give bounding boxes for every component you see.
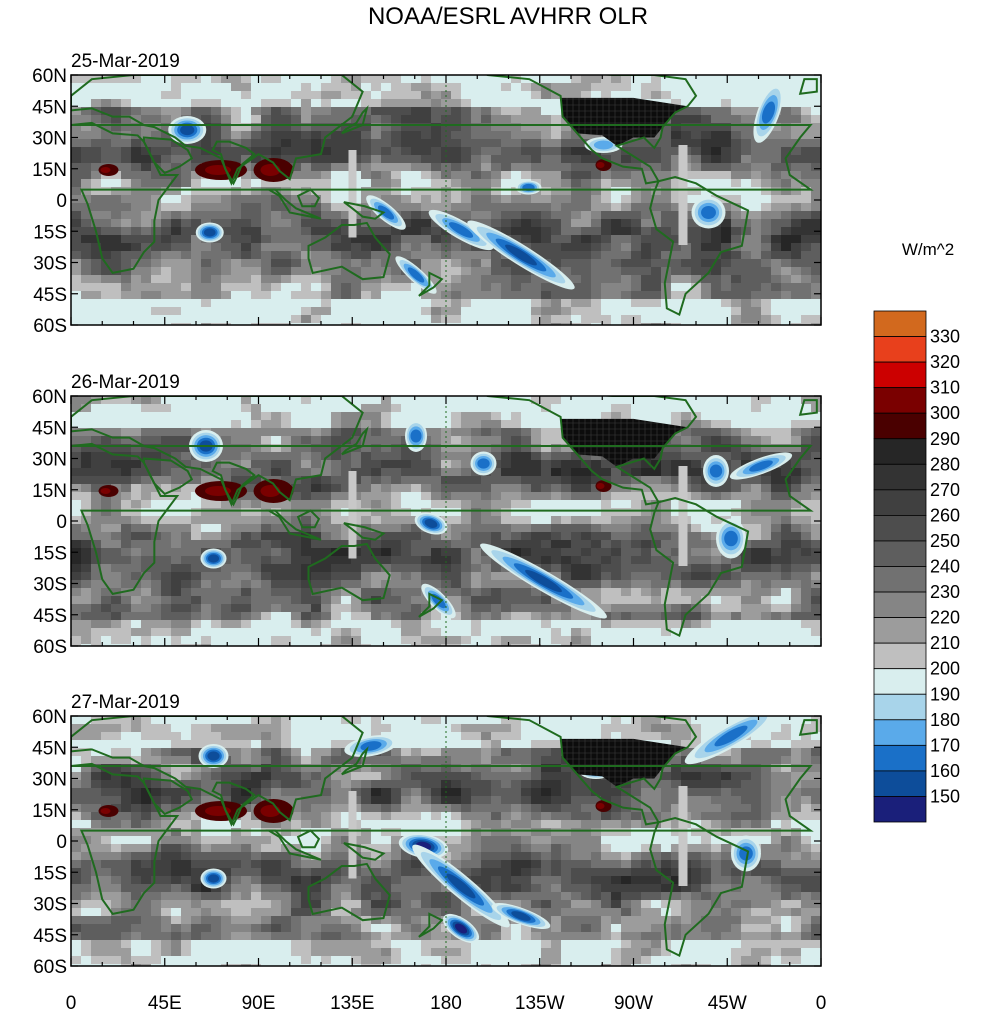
colorbar-level-label: 220 [930, 608, 960, 628]
lat-tick-label: 15N [32, 801, 67, 822]
lat-tick-label: 60N [32, 387, 67, 408]
colorbar-level-label: 310 [930, 378, 960, 398]
colorbar-level-label: 260 [930, 505, 960, 525]
lat-tick-label: 30S [33, 575, 67, 596]
colorbar-level-label: 150 [930, 786, 960, 806]
lat-tick-label: 45S [33, 285, 67, 306]
lat-tick-label: 15N [32, 481, 67, 502]
colorbar-level-label: 170 [930, 735, 960, 755]
lon-tick-label: 135W [515, 993, 565, 1013]
coastlines [71, 396, 818, 646]
colorbar-swatch [873, 387, 927, 414]
colorbar: 330 320 310 300 290 280 270 260 250 240 230 220 210 2… [873, 310, 960, 823]
lat-tick-label: 60N [32, 66, 67, 87]
lon-tick-label: 0 [816, 993, 827, 1013]
colorbar-swatch [873, 412, 927, 440]
colorbar-level-label: 270 [930, 480, 960, 500]
colorbar-swatch [873, 668, 927, 695]
colorbar-level-label: 320 [930, 352, 960, 372]
lon-tick-label: 90E [242, 993, 276, 1013]
lat-tick-label: 15S [33, 543, 67, 564]
colorbar-level-label: 180 [930, 710, 960, 730]
lat-tick-label: 45N [32, 418, 67, 439]
colorbar-swatch [873, 336, 927, 363]
lat-tick-label: 45S [33, 926, 67, 947]
lat-tick-label: 60S [33, 637, 67, 658]
panel-date-label: 27-Mar-2019 [71, 692, 180, 713]
colorbar-level-label: 210 [930, 633, 960, 653]
colorbar-swatch [873, 438, 927, 465]
colorbar-swatch [873, 566, 927, 593]
colorbar-swatch [873, 361, 927, 389]
lon-tick-label: 0 [66, 993, 77, 1013]
colorbar-swatch [873, 540, 927, 567]
panel-date-label: 26-Mar-2019 [71, 372, 180, 393]
colorbar-swatch [873, 744, 927, 772]
colorbar-swatch [873, 796, 927, 823]
lat-tick-label: 15S [33, 222, 67, 243]
lat-tick-label: 45S [33, 606, 67, 627]
lat-tick-label: 0 [56, 191, 67, 212]
colorbar-level-label: 250 [930, 531, 960, 551]
lon-tick-label: 180 [430, 993, 462, 1013]
olr-field [71, 396, 821, 646]
lat-tick-label: 15S [33, 863, 67, 884]
colorbar-swatch [873, 310, 927, 337]
olr-field [71, 75, 821, 325]
usa-region [560, 738, 688, 787]
lat-tick-label: 30S [33, 895, 67, 916]
lat-tick-label: 45N [32, 738, 67, 759]
usa-region [560, 97, 688, 146]
coastlines [71, 75, 818, 325]
lon-tick-label: 90W [614, 993, 653, 1013]
colorbar-swatch [873, 617, 927, 644]
colorbar-swatch [873, 489, 927, 516]
lat-tick-label: 30N [32, 129, 67, 150]
colorbar-swatch [873, 591, 927, 618]
colorbar-level-label: 200 [930, 659, 960, 679]
usa-region [560, 418, 688, 467]
panel-date-label: 25-Mar-2019 [71, 51, 180, 72]
lat-tick-label: 60S [33, 316, 67, 337]
colorbar-swatch [873, 693, 927, 721]
colorbar-level-label: 160 [930, 761, 960, 781]
lat-tick-label: 45N [32, 97, 67, 118]
lat-tick-label: 0 [56, 832, 67, 853]
colorbar-swatch [873, 515, 927, 542]
colorbar-swatch [873, 642, 927, 670]
colorbar-level-label: 330 [930, 327, 960, 347]
colorbar-level-label: 230 [930, 582, 960, 602]
lat-tick-label: 30N [32, 770, 67, 791]
colorbar-level-label: 290 [930, 429, 960, 449]
lat-tick-label: 15N [32, 160, 67, 181]
lat-tick-label: 0 [56, 512, 67, 533]
colorbar-swatch [873, 463, 927, 491]
colorbar-level-label: 240 [930, 557, 960, 577]
coastlines [71, 716, 818, 966]
colorbar-swatch [873, 719, 927, 746]
lon-tick-label: 135E [330, 993, 374, 1013]
lat-tick-label: 30S [33, 254, 67, 275]
longitude-axis: 0 45E 90E 135E 180 135W 90W 45W 0 [66, 993, 827, 1013]
lat-tick-label: 30N [32, 450, 67, 471]
colorbar-units: W/m^2 [902, 240, 954, 259]
figure-title: NOAA/ESRL AVHRR OLR [368, 3, 648, 30]
colorbar-swatch [873, 770, 927, 797]
colorbar-level-label: 280 [930, 454, 960, 474]
lon-tick-label: 45W [708, 993, 747, 1013]
lon-tick-label: 45E [148, 993, 182, 1013]
lat-tick-label: 60S [33, 957, 67, 978]
lat-tick-label: 60N [32, 707, 67, 728]
colorbar-level-label: 300 [930, 403, 960, 423]
colorbar-level-label: 190 [930, 684, 960, 704]
